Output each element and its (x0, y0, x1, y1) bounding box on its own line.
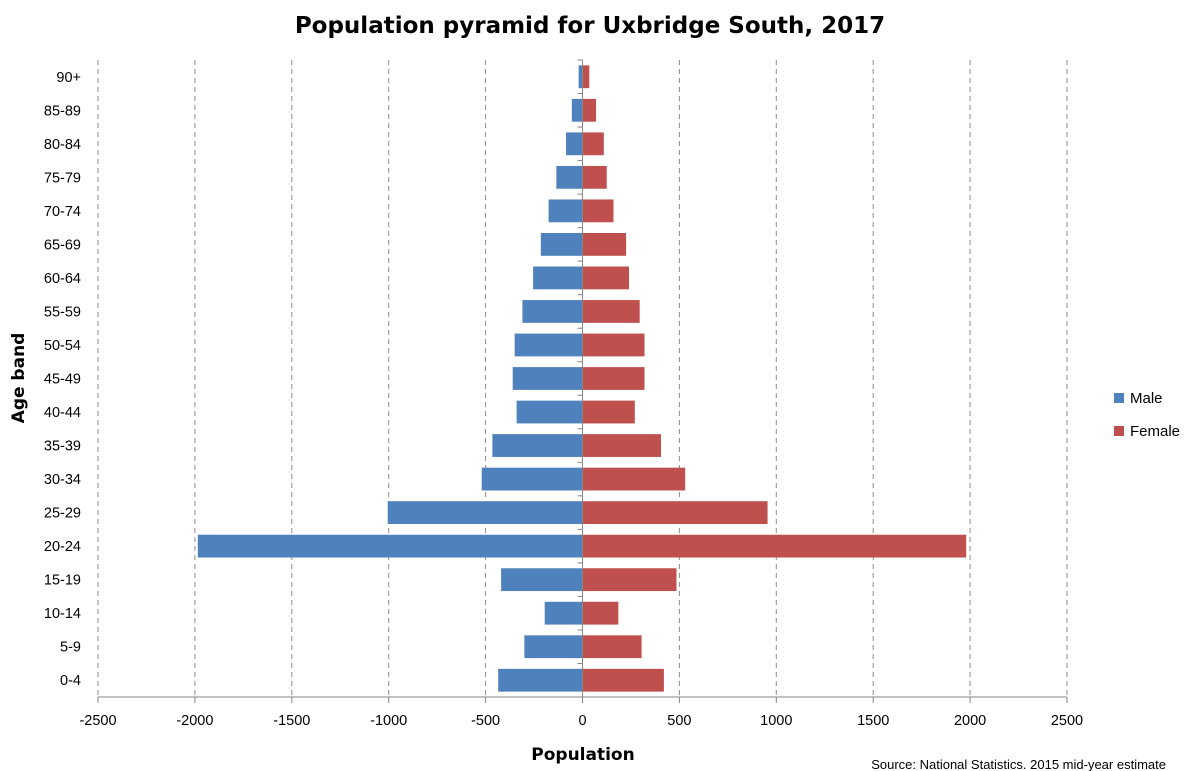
bar-female (582, 333, 645, 357)
axes (97, 59, 1068, 703)
bar-male (498, 668, 583, 692)
bar-male (556, 165, 583, 189)
bar-male (514, 333, 583, 357)
bar-male (533, 266, 583, 290)
bar-female (582, 65, 590, 89)
bar-female (582, 132, 604, 156)
gridlines (97, 60, 1068, 697)
bar-female (582, 400, 635, 424)
bar-female (582, 266, 630, 290)
bar-male (578, 65, 583, 89)
x-tick-label: 500 (667, 713, 691, 729)
bar-female (582, 467, 686, 491)
bar-male (492, 434, 583, 457)
bar-male (548, 199, 583, 223)
bar-female (582, 165, 607, 189)
y-tick-label: 10-14 (44, 606, 81, 622)
bar-female (582, 668, 664, 692)
bar-female (582, 568, 677, 592)
source-note: Source: National Statistics. 2015 mid-ye… (871, 757, 1166, 771)
x-tick-label: 1500 (857, 713, 889, 729)
bar-female (582, 601, 619, 625)
bar-male (516, 400, 583, 424)
legend-label-female: Female (1130, 423, 1180, 440)
x-tick-label: 2000 (954, 713, 986, 729)
x-tick-label: -2000 (176, 713, 213, 729)
y-tick-label: 20-24 (44, 539, 81, 555)
y-tick-label: 50-54 (44, 338, 81, 354)
y-tick-label: 55-59 (44, 304, 81, 320)
legend-swatch-female (1114, 426, 1124, 436)
bar-female (582, 300, 640, 323)
bar-male (571, 98, 583, 122)
x-tick-label: 2500 (1051, 713, 1083, 729)
y-tick-label: 0-4 (60, 673, 81, 689)
legend-swatch-male (1114, 393, 1124, 403)
y-tick-label: 80-84 (44, 137, 81, 153)
bar-male (481, 467, 583, 491)
bar-female (582, 534, 967, 558)
bar-female (582, 199, 614, 223)
bar-male (512, 367, 583, 390)
x-tick-label: -1000 (370, 713, 407, 729)
bar-male (522, 300, 583, 323)
y-tick-label: 30-34 (44, 472, 81, 488)
y-tick-labels: 90+ 85-89 80-84 75-79 70-74 65-69 60-64 55-59 50… (44, 70, 81, 689)
y-axis-title: Age band (9, 333, 29, 424)
bar-female (582, 434, 661, 457)
bar-male (197, 534, 583, 558)
bar-female (582, 98, 597, 122)
x-axis-title: Population (531, 745, 634, 765)
chart-title: Population pyramid for Uxbridge South, 2… (295, 13, 885, 39)
bars (197, 65, 967, 692)
y-tick-label: 90+ (56, 70, 81, 86)
bar-female (582, 635, 642, 659)
y-tick-label: 70-74 (44, 204, 81, 220)
x-tick-label: -1500 (273, 713, 310, 729)
bar-male (566, 132, 583, 156)
y-tick-label: 15-19 (44, 573, 81, 589)
x-tick-label: -2500 (79, 713, 116, 729)
x-tick-label: 1000 (760, 713, 792, 729)
bar-male (524, 635, 583, 659)
y-tick-label: 65-69 (44, 237, 81, 253)
y-tick-label: 45-49 (44, 372, 81, 388)
x-tick-labels: -2500 -2000 -1500 -1000 -500 0 500 1000 1500 2000… (79, 713, 1083, 729)
bar-male (501, 568, 583, 592)
bar-female (582, 232, 627, 256)
bar-male (544, 601, 583, 625)
y-tick-label: 5-9 (60, 640, 81, 656)
bar-female (582, 367, 645, 390)
y-tick-label: 35-39 (44, 439, 81, 455)
legend: Male Female (1114, 390, 1180, 440)
legend-label-male: Male (1130, 390, 1163, 407)
bar-male (387, 501, 583, 525)
y-tick-label: 40-44 (44, 405, 81, 421)
x-tick-label: -500 (471, 713, 500, 729)
y-tick-label: 25-29 (44, 506, 81, 522)
x-tick-label: 0 (578, 713, 586, 729)
y-tick-label: 60-64 (44, 271, 81, 287)
y-tick-label: 75-79 (44, 170, 81, 186)
bar-male (540, 232, 583, 256)
y-tick-label: 85-89 (44, 103, 81, 119)
bar-female (582, 501, 768, 525)
